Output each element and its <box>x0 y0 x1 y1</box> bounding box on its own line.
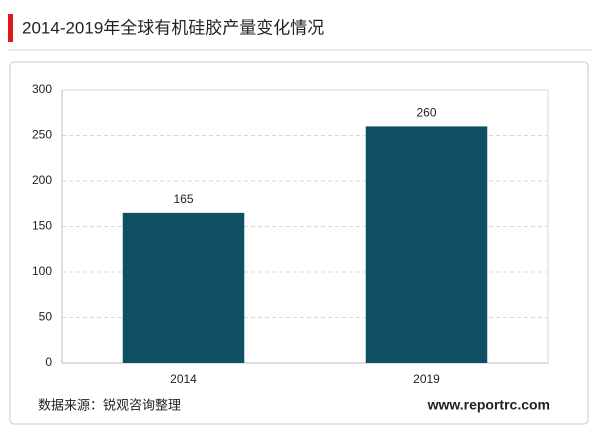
x-tick-label: 2019 <box>413 372 440 386</box>
y-tick-label: 250 <box>32 128 52 142</box>
source-note: 数据来源：锐观咨询整理 <box>38 397 181 412</box>
y-tick-label: 300 <box>32 82 52 96</box>
y-tick-label: 50 <box>39 310 53 324</box>
bar <box>365 126 488 364</box>
website: www.reportrc.com <box>427 397 550 413</box>
value-label: 260 <box>416 106 436 120</box>
y-tick-label: 0 <box>45 355 52 369</box>
title-accent <box>8 14 13 42</box>
value-label: 165 <box>173 192 193 206</box>
y-tick-label: 150 <box>32 219 52 233</box>
x-tick-label: 2014 <box>170 372 197 386</box>
chart-frame <box>9 61 589 425</box>
y-tick-label: 100 <box>32 264 52 278</box>
bar <box>122 212 245 363</box>
y-tick-label: 200 <box>32 173 52 187</box>
chart-title: 2014-2019年全球有机硅胶产量变化情况 <box>22 18 324 37</box>
